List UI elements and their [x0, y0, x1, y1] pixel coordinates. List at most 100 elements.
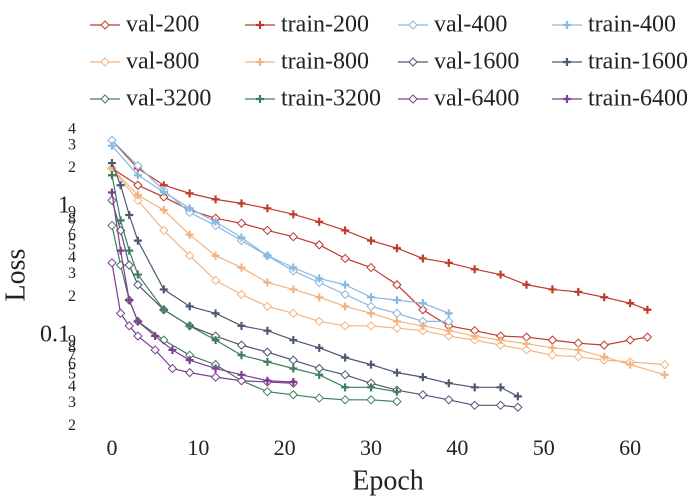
marker	[340, 370, 350, 380]
marker	[418, 390, 428, 400]
marker	[100, 94, 110, 104]
marker	[444, 379, 453, 388]
marker	[513, 402, 523, 412]
marker	[289, 364, 298, 373]
marker	[159, 206, 168, 215]
marker	[599, 340, 609, 350]
marker	[263, 278, 272, 287]
marker	[408, 20, 418, 30]
marker	[211, 195, 220, 204]
marker	[133, 171, 142, 180]
marker	[159, 285, 168, 294]
series-line	[111, 168, 665, 366]
marker	[392, 244, 401, 253]
marker	[236, 376, 247, 386]
marker	[444, 309, 453, 318]
y-tick-label: 3	[68, 136, 76, 153]
marker	[210, 372, 221, 382]
marker	[237, 370, 246, 379]
marker	[495, 400, 506, 411]
marker	[392, 296, 401, 305]
marker	[133, 280, 143, 290]
y-tick-label: 2	[68, 288, 76, 305]
y-tick-label: 3	[68, 265, 76, 282]
marker	[341, 353, 350, 362]
marker	[314, 393, 324, 403]
marker	[185, 302, 194, 311]
marker	[159, 188, 168, 197]
marker	[159, 305, 168, 314]
x-tick-label: 40	[446, 435, 468, 460]
marker	[444, 331, 454, 341]
marker	[574, 287, 583, 296]
marker	[236, 289, 247, 300]
legend-label: train-1600	[588, 49, 688, 75]
marker	[125, 296, 134, 305]
marker	[521, 345, 532, 355]
marker	[522, 339, 531, 348]
marker	[600, 293, 609, 302]
marker	[107, 171, 116, 180]
marker	[289, 210, 298, 219]
marker	[211, 364, 220, 373]
marker	[418, 299, 427, 308]
marker	[263, 376, 272, 385]
legend-label: val-6400	[434, 86, 519, 112]
marker	[185, 230, 194, 239]
marker	[262, 301, 273, 312]
marker	[116, 181, 125, 190]
marker	[392, 280, 402, 290]
legend-label: train-200	[281, 12, 369, 38]
x-tick-label: 10	[187, 435, 209, 460]
y-tick-label: 9	[68, 333, 76, 350]
marker	[444, 395, 454, 405]
marker	[184, 251, 195, 261]
marker	[392, 368, 401, 377]
marker	[470, 332, 479, 341]
marker	[367, 309, 376, 318]
marker	[444, 258, 453, 267]
marker	[340, 395, 350, 405]
marker	[563, 95, 571, 103]
marker	[288, 390, 299, 400]
marker	[100, 20, 110, 30]
y-tick-label: 6	[68, 226, 76, 243]
marker	[133, 160, 143, 171]
marker	[107, 258, 117, 268]
x-axis-title: Epoch	[352, 465, 424, 496]
marker	[392, 387, 401, 396]
marker	[124, 321, 134, 331]
y-tick-label: 4	[68, 249, 76, 266]
y-tick-label: 4	[68, 120, 76, 137]
marker	[341, 383, 350, 392]
marker	[237, 321, 246, 330]
marker	[366, 262, 376, 273]
marker	[116, 216, 125, 225]
marker	[495, 340, 506, 350]
y-tick-label: 8	[68, 210, 76, 227]
legend-label: val-200	[126, 12, 199, 38]
marker	[643, 305, 652, 314]
y-tick-label: 7	[68, 218, 76, 235]
legend-label: val-800	[126, 49, 199, 75]
legend-label: val-400	[434, 12, 507, 38]
marker	[366, 301, 376, 312]
y-tick-label: 2	[68, 159, 76, 176]
x-tick-label: 30	[360, 435, 382, 460]
marker	[513, 392, 522, 401]
marker	[185, 204, 194, 213]
y-tick-label: 5	[68, 237, 76, 254]
series-line	[111, 145, 449, 314]
marker	[159, 225, 169, 236]
marker	[133, 236, 142, 245]
marker	[418, 373, 427, 382]
y-tick-label: 6	[68, 355, 76, 372]
y-tick-label: 2	[68, 417, 76, 434]
marker	[496, 270, 505, 279]
marker	[151, 332, 160, 341]
marker	[418, 325, 428, 336]
marker	[263, 357, 272, 366]
marker	[237, 351, 246, 360]
marker	[256, 58, 264, 66]
marker	[563, 58, 571, 66]
